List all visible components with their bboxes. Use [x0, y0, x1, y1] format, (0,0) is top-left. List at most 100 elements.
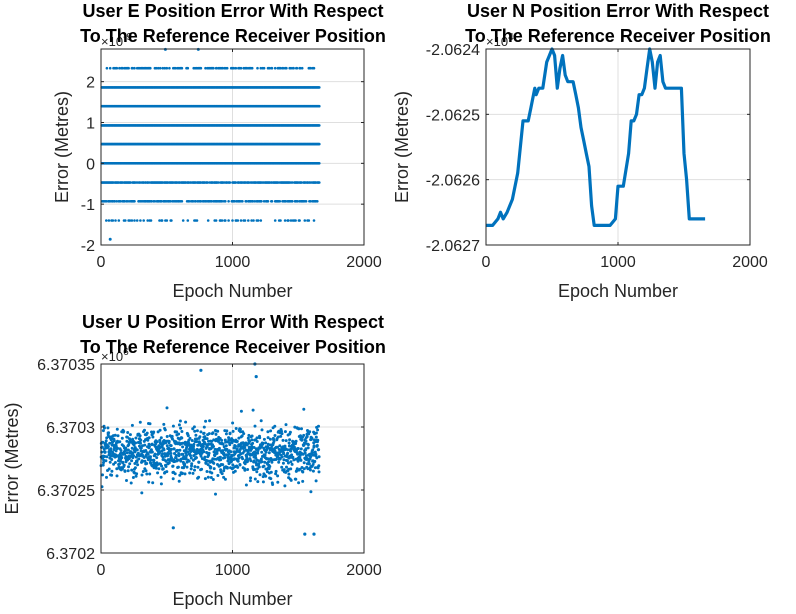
user-e-point [291, 200, 294, 203]
user-u-point [197, 475, 201, 479]
user-u-point [256, 451, 260, 455]
user-u-point [114, 444, 118, 448]
user-u-title-line1: User U Position Error With Respect [82, 312, 384, 332]
user-u-point [192, 425, 196, 429]
user-u-point [222, 475, 226, 479]
user-e-title-line1: User E Position Error With Respect [83, 1, 384, 21]
user-e-xtick-label: 2000 [346, 254, 382, 271]
user-u-point [309, 455, 313, 459]
user-u-point [207, 442, 211, 446]
user-u-point [281, 461, 285, 465]
user-e-ytick-label: 0 [86, 156, 95, 173]
user-e-exponent-value: -9 [123, 32, 132, 43]
user-u-point [289, 478, 293, 482]
user-u-point [261, 441, 265, 445]
user-e-point [256, 219, 260, 222]
user-u-ytick-label: 6.3702 [46, 546, 95, 563]
user-u-point [115, 427, 119, 431]
user-e-point [123, 200, 126, 203]
user-u-point [154, 466, 158, 470]
user-u-point [120, 436, 124, 440]
user-u-point [244, 483, 248, 487]
user-e-panel: 0 1000 2000 -2 -1 0 1 2 Epoch Number Error (Metre… [52, 1, 386, 301]
user-e-point [153, 200, 157, 203]
user-u-point [121, 460, 125, 464]
user-u-point [205, 437, 209, 441]
user-e-point [133, 66, 136, 70]
user-u-point [289, 460, 293, 464]
user-u-point [158, 438, 162, 442]
user-u-point [235, 439, 239, 443]
user-u-xtick-label: 1000 [215, 562, 251, 579]
user-e-point [239, 66, 243, 70]
user-u-point [297, 427, 301, 431]
user-u-point [184, 420, 188, 424]
user-u-point [264, 474, 268, 478]
user-e-point [245, 66, 249, 70]
user-u-point [311, 469, 315, 473]
user-e-point [243, 219, 247, 222]
user-u-point [266, 445, 270, 449]
user-e-point [239, 219, 243, 222]
user-u-point [141, 459, 145, 463]
user-u-point [212, 457, 216, 461]
user-e-point [108, 237, 112, 241]
user-u-point [108, 441, 112, 445]
user-u-point [312, 532, 316, 536]
user-u-ytick-label: 6.37025 [37, 483, 95, 500]
user-u-point [107, 431, 111, 435]
user-u-point [237, 456, 241, 460]
user-u-point [269, 470, 273, 474]
user-u-point [193, 465, 197, 469]
user-u-point [306, 443, 310, 447]
user-u-point [280, 429, 283, 433]
user-u-point [181, 452, 185, 456]
user-u-point [150, 442, 154, 446]
user-u-point [313, 459, 317, 463]
user-u-point [137, 457, 141, 461]
user-u-point [299, 458, 303, 462]
user-n-xlabel: Epoch Number [558, 281, 678, 301]
user-u-point [149, 455, 152, 459]
user-e-point [304, 200, 308, 203]
user-u-xtick-label: 0 [97, 562, 106, 579]
user-u-point [312, 444, 316, 448]
user-u-point [272, 439, 276, 443]
user-n-xtick-label: 1000 [600, 254, 636, 271]
user-u-point [171, 526, 175, 530]
user-u-point [101, 473, 104, 477]
user-u-point [246, 459, 250, 462]
user-u-point [254, 375, 258, 379]
user-u-point [107, 467, 111, 471]
user-u-point [263, 453, 267, 457]
user-e-point [131, 66, 134, 70]
user-u-point [202, 431, 206, 435]
user-u-point [246, 436, 250, 440]
user-u-point [231, 421, 235, 425]
user-u-point [192, 442, 196, 446]
user-u-point [156, 471, 160, 475]
user-u-point [130, 446, 134, 450]
user-u-point [245, 452, 249, 456]
user-e-point [186, 219, 190, 222]
user-u-point [175, 430, 179, 434]
user-e-point [117, 219, 121, 222]
user-u-point [130, 423, 134, 427]
user-e-point [312, 66, 316, 70]
user-u-title-line2: To The Reference Receiver Position [80, 337, 386, 357]
user-e-point [251, 200, 255, 203]
user-e-point [247, 219, 250, 222]
user-e-ytick-label: 2 [86, 75, 95, 92]
user-u-point [276, 474, 280, 478]
user-u-point [146, 452, 150, 456]
user-u-point [314, 452, 318, 456]
user-u-point [286, 451, 290, 455]
user-u-point [198, 435, 202, 439]
user-u-point [285, 465, 288, 469]
user-e-point [214, 219, 218, 222]
user-u-point [274, 472, 278, 476]
user-u-point [282, 452, 286, 456]
user-u-point [180, 430, 184, 433]
user-u-point [254, 456, 258, 460]
